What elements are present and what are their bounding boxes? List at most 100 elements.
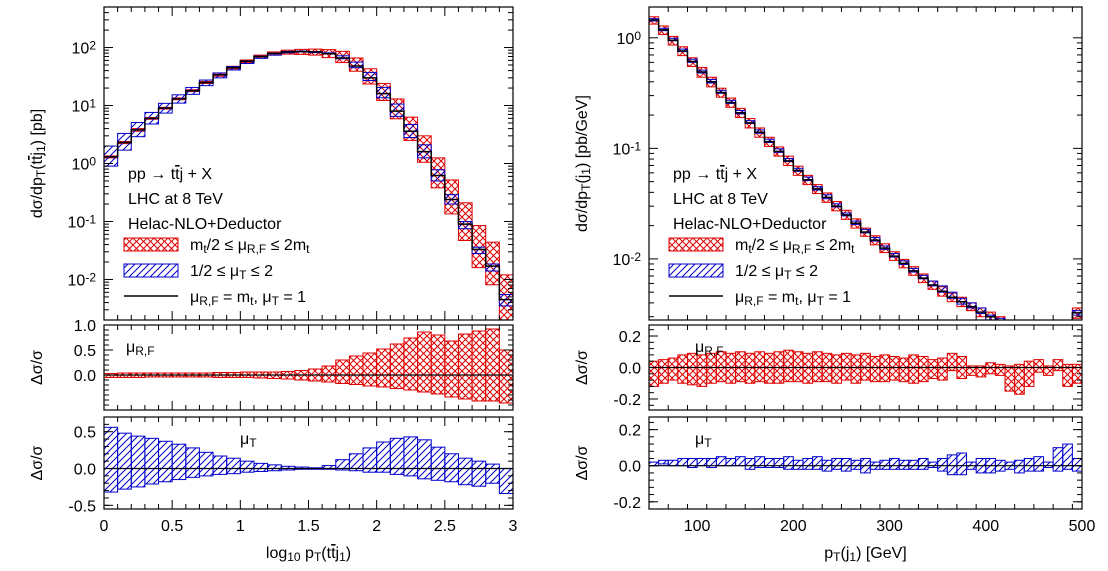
y-tick-label: 101 bbox=[72, 96, 97, 115]
scale-band-bin bbox=[1024, 332, 1034, 342]
ratio-bands bbox=[649, 443, 1082, 476]
ratio-band-bin bbox=[1004, 365, 1016, 392]
ratio-band-bin bbox=[430, 334, 446, 395]
ratio-y-tick-label: 0.0 bbox=[619, 459, 641, 476]
x-tick-label: 300 bbox=[876, 518, 903, 535]
x-tick-label: 100 bbox=[684, 518, 711, 535]
ratio-y-axis-title-text: Δσ/σ bbox=[29, 350, 46, 385]
ratio-band-bin bbox=[212, 455, 228, 475]
ratio-y-tick-label: 0.2 bbox=[619, 329, 641, 346]
legend-swatch-scale bbox=[123, 237, 179, 252]
ratio-band-bin bbox=[403, 337, 419, 391]
ratio-band-bin bbox=[792, 459, 804, 470]
y-tick-label: 100 bbox=[617, 29, 642, 48]
scale-band-bin bbox=[1015, 327, 1025, 336]
shower-band-bin bbox=[362, 72, 378, 82]
ratio-y-tick-label: 0.0 bbox=[74, 462, 96, 479]
ratio-band-bin bbox=[1062, 443, 1073, 470]
ratio-band-bin bbox=[917, 457, 929, 470]
ratio-band-bin bbox=[889, 355, 900, 381]
legend-label-scale: mt/2 ≤ μR,F ≤ 2mt bbox=[735, 237, 855, 256]
ratio-band-bin bbox=[735, 456, 746, 467]
legend-swatch-shower bbox=[123, 263, 179, 278]
x-axis-title: pT(j1) [GeV] bbox=[824, 545, 907, 564]
ratio-y-axis-title-text: Δσ/σ bbox=[29, 445, 46, 480]
ratio-y-tick-label: -0.5 bbox=[68, 498, 96, 515]
legend-label-shower: 1/2 ≤ μT ≤ 2 bbox=[190, 263, 273, 282]
ratio-band-bin bbox=[889, 457, 900, 470]
ratio-band-bin bbox=[362, 352, 378, 387]
ratio-y-axis-title: Δσ/σ bbox=[29, 445, 46, 480]
ratio-band-bin bbox=[994, 363, 1006, 376]
ratio-band-bin bbox=[744, 352, 756, 384]
process-label: pp → ttj + X bbox=[673, 166, 757, 183]
ratio-band-bin bbox=[658, 459, 669, 465]
x-tick-label: 0.5 bbox=[161, 518, 183, 535]
ratio-y-tick-label: -0.2 bbox=[613, 495, 641, 512]
y-tick-label: 102 bbox=[72, 38, 97, 57]
shower-band-bin bbox=[457, 220, 473, 230]
ratio-band-bin bbox=[444, 340, 459, 398]
legend-label-central: μR,F = mt, μT = 1 bbox=[190, 289, 306, 308]
x-tick-label: 200 bbox=[780, 518, 807, 535]
ratio-band-bin bbox=[1014, 363, 1025, 395]
x-axis-title: log10 pT(ttj1) bbox=[266, 545, 351, 564]
ratio-band-bin bbox=[763, 352, 775, 384]
ratio-band-bin bbox=[417, 331, 432, 393]
x-tick-label: 1.5 bbox=[297, 518, 319, 535]
ratio-band-bin bbox=[898, 459, 910, 470]
scale-band-bin bbox=[1044, 341, 1054, 350]
right-chart: 10-2 10-1 100 dσ/dpT(j1) [pb/GeV] pp → ttj +… bbox=[574, 6, 1095, 564]
legend-label-central: μR,F = mt, μT = 1 bbox=[735, 289, 851, 308]
shower-band-bin bbox=[1063, 347, 1073, 357]
shower-band-bin bbox=[348, 61, 364, 69]
ratio-band-bin bbox=[667, 357, 679, 381]
ratio-y-tick-label: 0.0 bbox=[74, 368, 96, 385]
ratio-band-bin bbox=[403, 436, 419, 477]
ratio-band-bin bbox=[908, 354, 919, 384]
shower-band-bin bbox=[376, 86, 391, 99]
ratio-band-bin bbox=[1043, 461, 1054, 469]
scale-band-bin bbox=[1034, 336, 1044, 347]
ratio-y-axis-title: Δσ/σ bbox=[574, 445, 591, 480]
y-axis-title: dσ/dpT(j1) [pb/GeV] bbox=[574, 95, 593, 232]
ratio-band-bin bbox=[1071, 457, 1082, 472]
ratio-band-bin bbox=[917, 355, 929, 383]
tool-label: Helac-NLO+Deductor bbox=[673, 216, 827, 233]
ratio-y-axis-title: Δσ/σ bbox=[574, 350, 591, 385]
ratio-band-bin bbox=[485, 463, 500, 484]
ratio-band-bin bbox=[783, 349, 794, 383]
ratio-band-bin bbox=[783, 456, 794, 470]
y-tick-label: 10-2 bbox=[613, 250, 642, 269]
ratio-y-tick-label: -0.2 bbox=[613, 392, 641, 409]
ratio-band-bin bbox=[348, 355, 364, 385]
x-tick-label: 400 bbox=[972, 518, 999, 535]
ratio-band-bin bbox=[812, 351, 823, 383]
left-ratio-panel-shower: -0.5 0.0 0.5 0 0.5 1 1.5 2 2.5 3 μT Δσ/σ bbox=[29, 416, 518, 535]
ratio-frame bbox=[648, 416, 1083, 510]
x-tick-label: 1 bbox=[236, 518, 245, 535]
ratio-band-bin bbox=[850, 459, 862, 470]
legend-label-scale: mt/2 ≤ μR,F ≤ 2mt bbox=[190, 237, 310, 256]
scale-band-bin bbox=[1053, 347, 1063, 353]
left-ratio-panel-scale: 0.0 0.5 1.0 μR,F Δσ/σ bbox=[29, 318, 514, 411]
shower-band-bin bbox=[1005, 325, 1015, 329]
ratio-band-bin bbox=[1052, 359, 1064, 372]
ratio-y-axis-title-text: Δσ/σ bbox=[574, 350, 591, 385]
shower-band-bin bbox=[1053, 347, 1063, 353]
ratio-band-bin bbox=[812, 456, 823, 470]
ratio-band-bin bbox=[696, 354, 708, 387]
ratio-y-axis-title-text: Δσ/σ bbox=[574, 445, 591, 480]
ratio-band-bin bbox=[985, 362, 996, 375]
ratio-band-bin bbox=[117, 432, 132, 490]
ratio-band-bin bbox=[239, 460, 255, 473]
ratio-band-bin bbox=[840, 352, 852, 381]
ratio-band-bin bbox=[831, 354, 842, 384]
ratio-band-bin bbox=[677, 457, 688, 467]
ratio-band-bin bbox=[1052, 447, 1064, 472]
ratio-band-bin bbox=[879, 459, 891, 470]
ratio-band-bin bbox=[253, 462, 269, 472]
right-main-frame bbox=[648, 6, 1083, 321]
ratio-band-bin bbox=[869, 355, 881, 383]
ratio-band-bin bbox=[130, 435, 146, 488]
